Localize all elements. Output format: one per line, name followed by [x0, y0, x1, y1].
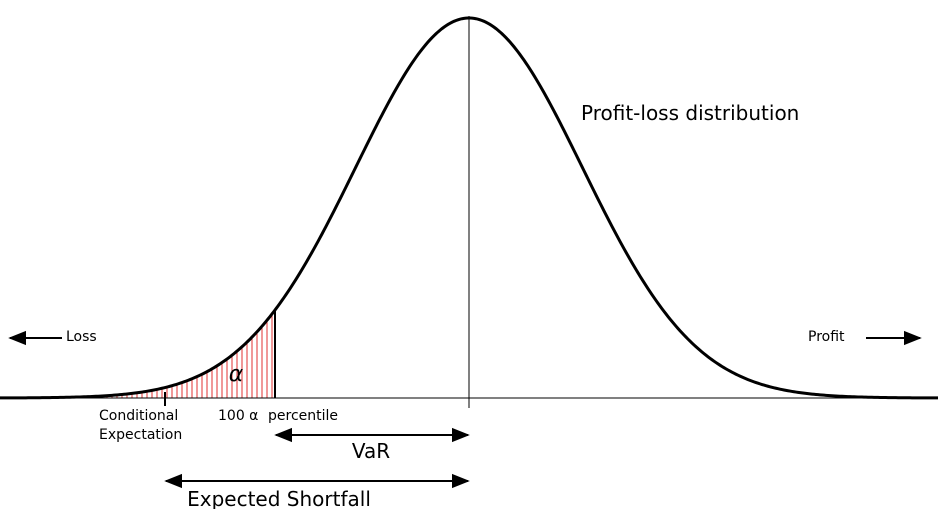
distribution-label: Profit-loss distribution — [581, 101, 799, 125]
conditional-label: Conditional — [99, 408, 178, 424]
percentile-word: percentile — [268, 408, 338, 424]
alpha-label: α — [229, 362, 244, 387]
loss-label: Loss — [66, 329, 97, 345]
distribution-curve — [0, 16, 938, 400]
es-label: Expected Shortfall — [187, 487, 371, 509]
profit-label: Profit — [808, 329, 845, 345]
percentile-marker: 100 α — [218, 408, 258, 424]
expectation-label: Expectation — [99, 427, 182, 443]
var-label: VaR — [352, 439, 390, 463]
tail-hatching — [91, 313, 273, 398]
